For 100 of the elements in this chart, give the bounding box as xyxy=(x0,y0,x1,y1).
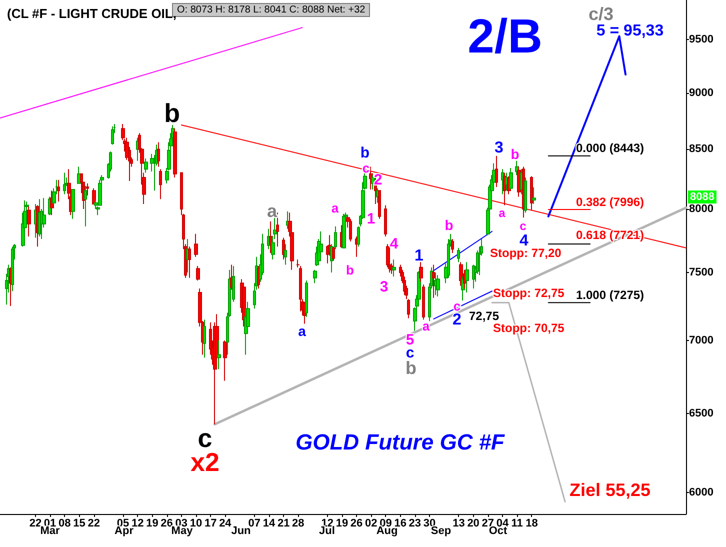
candlestick xyxy=(371,174,375,190)
x-tick-label: 22 xyxy=(29,518,42,530)
annotation: 5 = 95,33 xyxy=(596,22,664,40)
text: (CL #F - LIGHT CRUDE OIL, xyxy=(7,6,176,21)
candlestick xyxy=(355,236,358,258)
x-tick-label: 26 xyxy=(350,518,363,530)
chart-subtitle: O: 8073 H: 8178 L: 8041 C: 8088 Net: +32 xyxy=(177,4,366,16)
annotation: 2 xyxy=(452,312,462,328)
candlestick xyxy=(332,246,335,262)
annotation: b xyxy=(444,217,454,233)
candlestick xyxy=(376,188,379,204)
annotation: 3 xyxy=(380,278,388,296)
candlestick xyxy=(501,168,504,195)
candlestick xyxy=(305,280,308,318)
candlestick xyxy=(157,142,160,168)
candlestick xyxy=(84,185,87,227)
annotation: 0.000 (8443) xyxy=(576,141,644,155)
candlestick xyxy=(223,340,227,382)
annotation: Ziel 55,25 xyxy=(569,480,651,500)
x-tick-label: 18 xyxy=(526,518,538,530)
annotation: c xyxy=(520,219,527,233)
candlestick xyxy=(136,137,139,162)
annotation: b xyxy=(164,98,180,128)
y-tick-label: 8000 xyxy=(689,202,714,215)
annotation: 0.382 (7996) xyxy=(576,195,644,209)
candlestick xyxy=(436,274,440,297)
y-tick-label: 6500 xyxy=(689,408,714,420)
annotation: b xyxy=(346,262,354,278)
annotation: 1 xyxy=(366,210,376,228)
candlestick xyxy=(286,210,289,230)
y-tick-label: 9500 xyxy=(689,34,714,46)
candlestick xyxy=(63,172,66,195)
candlestick xyxy=(186,238,189,274)
x-tick-label: 07 xyxy=(248,518,261,530)
candlestick xyxy=(357,226,360,248)
text: Oct xyxy=(488,525,508,537)
y-tick-label: 6000 xyxy=(689,486,714,498)
x-tick-label: 19 xyxy=(146,518,158,530)
x-tick-label: 19 xyxy=(336,518,348,530)
candlestick xyxy=(524,176,527,214)
candlestick xyxy=(276,212,279,248)
x-tick-label: 08 xyxy=(58,518,71,530)
annotation: b xyxy=(510,146,520,162)
candlestick xyxy=(230,264,233,290)
candlestick xyxy=(144,158,148,174)
candlestick xyxy=(282,237,285,260)
candlestick xyxy=(159,168,162,200)
candlestick xyxy=(407,298,410,319)
candlestick xyxy=(451,238,454,254)
candlestick xyxy=(530,176,533,211)
candlestick xyxy=(296,259,300,268)
candlestick xyxy=(217,340,221,370)
annotation: a xyxy=(266,201,278,221)
x-tick-label: 02 xyxy=(365,518,378,530)
annotation: 1 xyxy=(414,248,424,264)
candlestick xyxy=(188,246,191,278)
candlestick xyxy=(313,269,317,284)
annotation: 2/B xyxy=(468,10,542,64)
annotation: a xyxy=(422,318,430,334)
y-tick-label: 8500 xyxy=(689,143,714,156)
annotation: 1.000 (7275) xyxy=(576,288,644,302)
candlestick xyxy=(509,167,513,190)
annotation: 3 xyxy=(494,140,504,156)
candlestick xyxy=(57,179,60,202)
annotation: a xyxy=(331,200,340,216)
y-tick-label: 7000 xyxy=(689,334,714,347)
annotation: 0.618 (7721) xyxy=(576,228,644,242)
annotation: GOLD Future GC #F xyxy=(296,430,506,454)
x-tick-label: 22 xyxy=(88,518,100,530)
candlestick xyxy=(495,155,498,188)
candlestick xyxy=(196,266,200,281)
x-tick-label: 21 xyxy=(277,518,290,530)
candlestick xyxy=(173,128,177,178)
annotation: 4 xyxy=(390,236,399,252)
x-tick-label: 13 xyxy=(452,518,465,530)
annotation: a xyxy=(298,323,306,339)
x-tick-label: 28 xyxy=(292,518,304,530)
y-tick-label: 7500 xyxy=(689,266,714,279)
candlestick xyxy=(392,259,396,278)
candlestick xyxy=(203,319,206,358)
annotation: 72,75 xyxy=(468,309,500,323)
x-tick-label: 26 xyxy=(160,518,173,530)
candlestick xyxy=(284,244,287,266)
candlestick xyxy=(419,262,423,282)
candlestick xyxy=(111,126,114,146)
annotation: Stopp: 70,75 xyxy=(493,321,565,335)
x-tick-label: 14 xyxy=(262,518,276,530)
candlestick xyxy=(92,188,96,205)
candlestick xyxy=(459,262,463,286)
candlestick xyxy=(71,188,75,220)
candlestick xyxy=(422,284,425,320)
text: Sep xyxy=(430,525,452,537)
annotation: a xyxy=(498,206,506,220)
candlestick xyxy=(194,233,198,258)
x-tick-label: 17 xyxy=(204,518,217,530)
candlestick xyxy=(457,247,460,263)
x-tick-label: 16 xyxy=(394,518,406,530)
annotation: c/3 xyxy=(588,4,614,24)
x-tick-label: 15 xyxy=(73,518,86,530)
candlestick xyxy=(532,186,536,204)
